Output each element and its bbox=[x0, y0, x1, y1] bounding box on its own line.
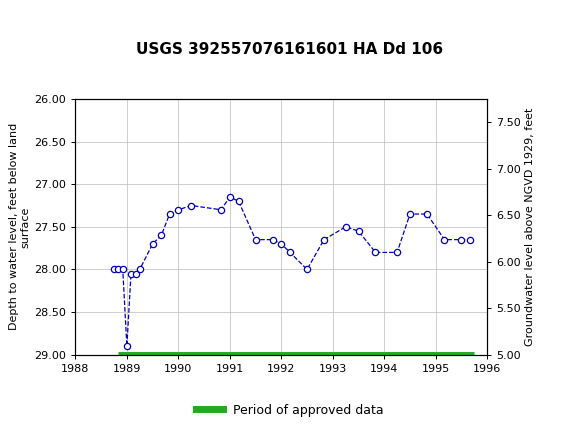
Text: ☒USGS: ☒USGS bbox=[10, 12, 71, 28]
Legend: Period of approved data: Period of approved data bbox=[191, 399, 389, 421]
Text: USGS 392557076161601 HA Dd 106: USGS 392557076161601 HA Dd 106 bbox=[136, 42, 444, 57]
Y-axis label: Depth to water level, feet below land
surface: Depth to water level, feet below land su… bbox=[9, 123, 30, 330]
Y-axis label: Groundwater level above NGVD 1929, feet: Groundwater level above NGVD 1929, feet bbox=[525, 108, 535, 346]
